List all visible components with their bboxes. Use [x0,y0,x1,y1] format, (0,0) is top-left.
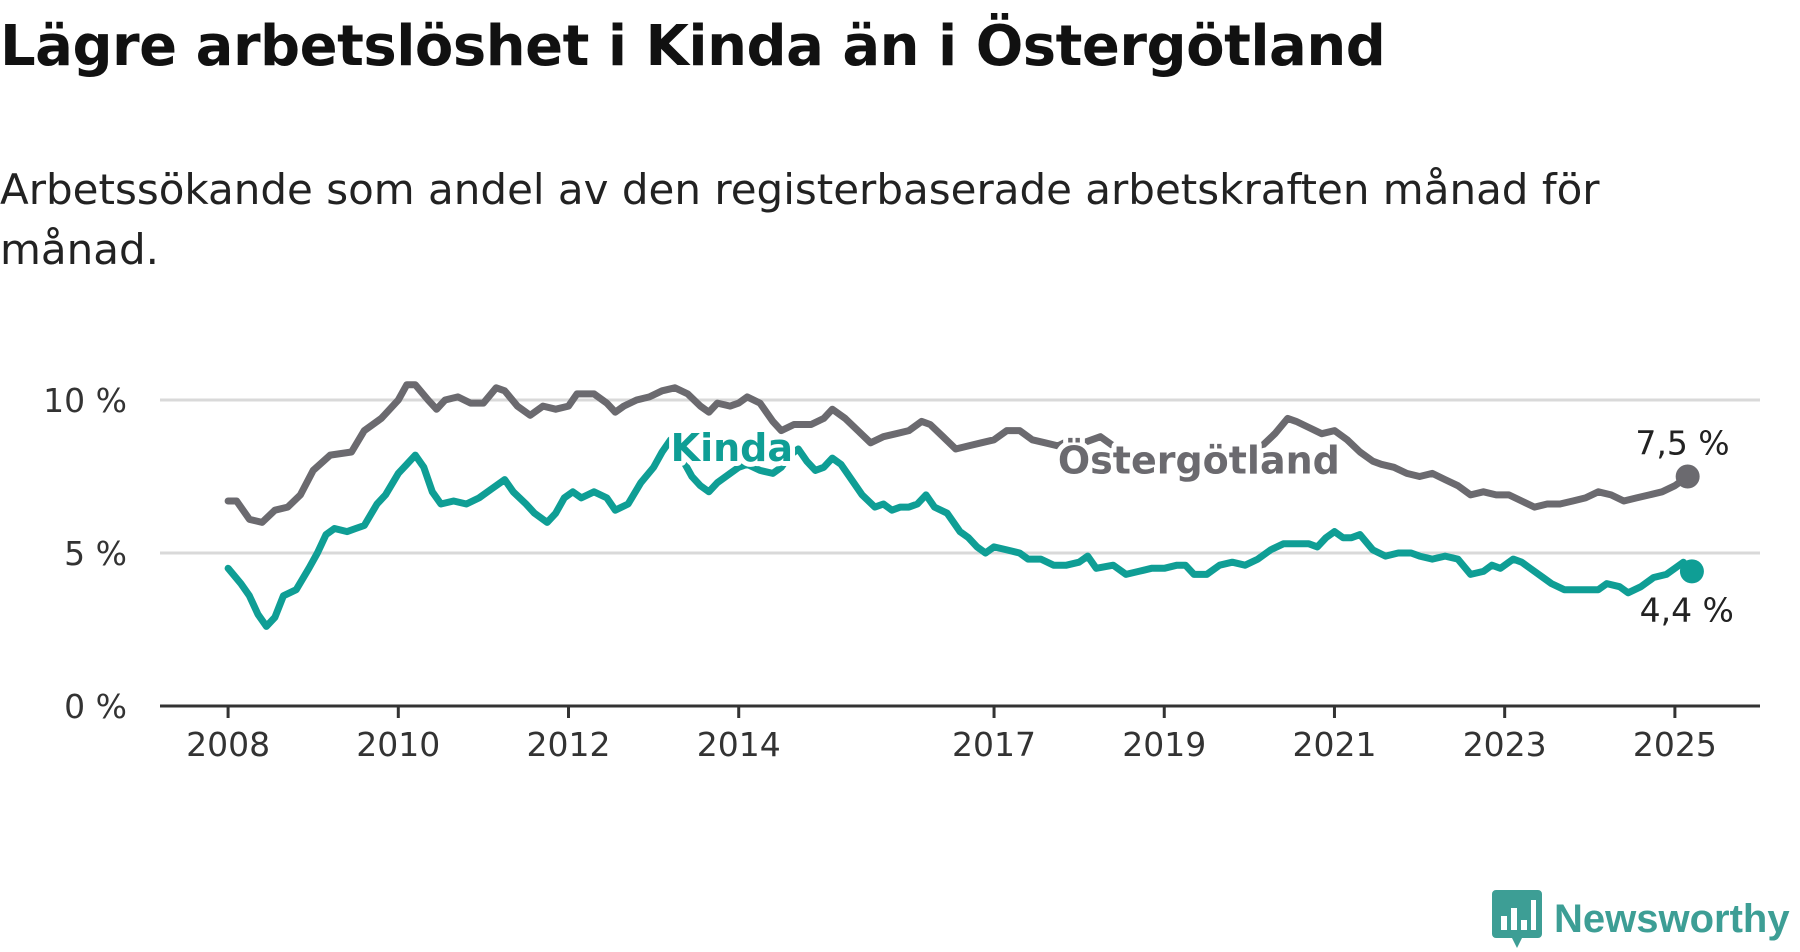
x-tick-label: 2019 [1122,725,1206,764]
y-tick-label: 10 % [43,381,127,420]
newsworthy-logo-icon [1492,890,1542,948]
y-tick-label: 0 % [64,687,127,726]
page-title: Lägre arbetslöshet i Kinda än i Östergöt… [0,14,1386,79]
x-tick-label: 2012 [527,725,611,764]
series-labels: 7,5 % 4,4 % Östergötland Kinda [666,421,1734,629]
series-end-marker [1679,559,1704,584]
y-tick-label: 5 % [64,534,127,573]
series-line-ostergotland [224,381,1692,526]
series-name-kinda: Kinda [671,426,793,470]
series-lines [224,381,1704,630]
x-axis: 2008 2010 2012 2014 2017 2019 2021 2023 2025 [160,704,1760,764]
series-line-kinda [224,436,1696,630]
brand-name: Newsworthy [1554,896,1790,941]
series-end-label: 4,4 % [1640,590,1734,629]
x-tick-label: 2021 [1292,725,1376,764]
newsworthy-logo[interactable]: Newsworthy [1492,886,1790,952]
x-tick-label: 2010 [356,725,440,764]
x-tick-label: 2025 [1633,725,1717,764]
series-end-marker [1675,464,1700,489]
series-end-label: 7,5 % [1635,424,1729,463]
x-tick-label: 2008 [186,725,270,764]
x-tick-label: 2014 [697,725,781,764]
x-tick-label: 2017 [952,725,1036,764]
y-axis-ticks: 0 % 5 % 10 % [43,381,127,726]
page-subtitle: Arbetssökande som andel av den registerb… [0,165,1600,274]
series-name-ostergotland: Östergötland [1058,438,1340,482]
x-tick-label: 2023 [1463,725,1547,764]
